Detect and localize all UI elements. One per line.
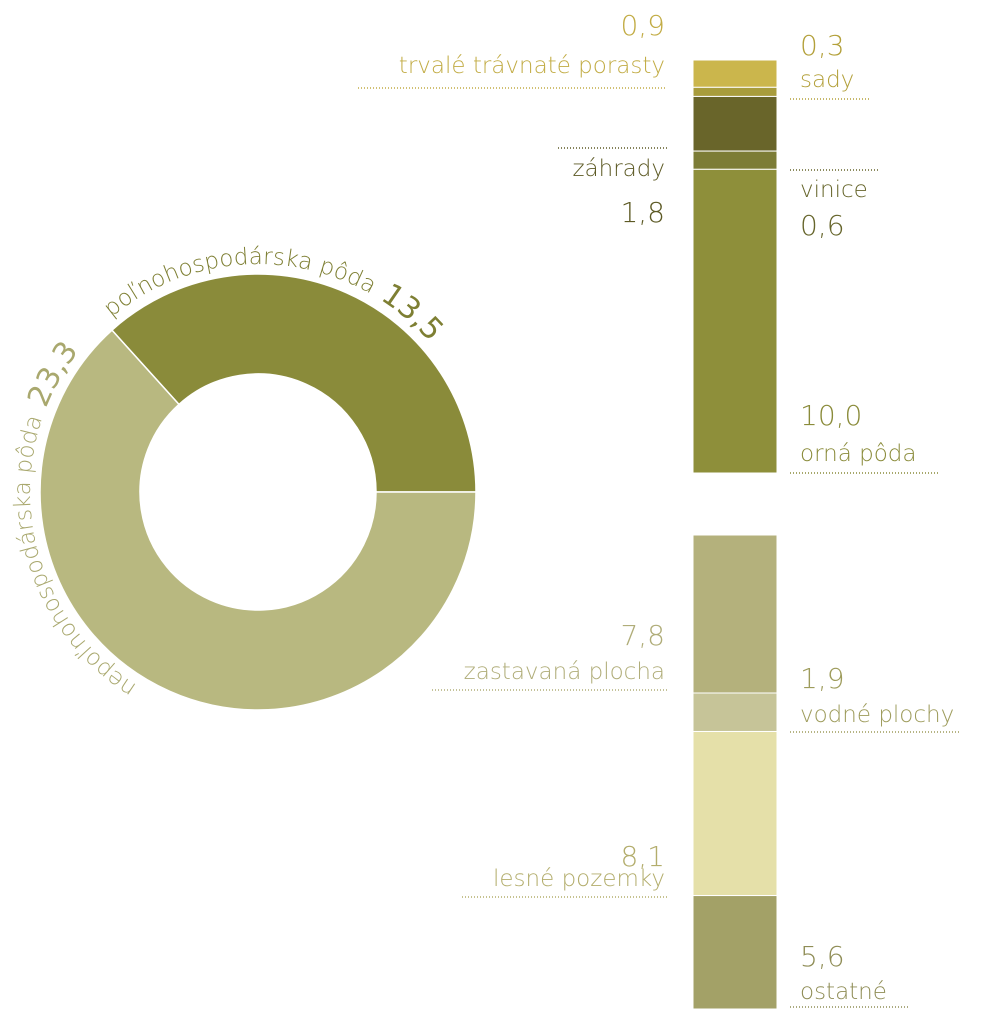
value-label: 10,0 xyxy=(800,399,862,432)
bar-segment xyxy=(692,150,778,170)
bar-segment xyxy=(692,95,778,152)
bar-segment xyxy=(692,86,778,97)
value-label: 8,1 xyxy=(620,840,665,873)
value-label: 0,3 xyxy=(800,29,845,62)
bar-segment xyxy=(692,692,778,732)
category-label: orná pôda xyxy=(800,441,916,467)
category-label: záhrady xyxy=(572,156,665,182)
value-label: 0,9 xyxy=(620,9,665,42)
bar-segment xyxy=(692,895,778,1009)
bar-segment xyxy=(692,730,778,897)
bar-segment xyxy=(692,59,778,88)
category-label: vodné plochy xyxy=(800,702,954,728)
value-label: 5,6 xyxy=(800,940,845,973)
category-label: zastavaná plocha xyxy=(464,659,665,685)
value-label: 1,9 xyxy=(800,662,845,695)
category-label: trvalé trávnaté porasty xyxy=(399,53,665,79)
bar-segment xyxy=(692,168,778,474)
value-label: 1,8 xyxy=(620,196,665,229)
category-label: ostatné xyxy=(800,979,887,1005)
category-label: sady xyxy=(800,67,854,93)
value-label: 0,6 xyxy=(800,209,845,242)
donut-segment xyxy=(39,329,477,711)
category-label: lesné pozemky xyxy=(493,866,665,892)
value-label: 7,8 xyxy=(620,619,665,652)
donut-segment xyxy=(110,273,477,493)
bar-segment xyxy=(692,534,778,694)
category-label: vinice xyxy=(800,177,868,203)
